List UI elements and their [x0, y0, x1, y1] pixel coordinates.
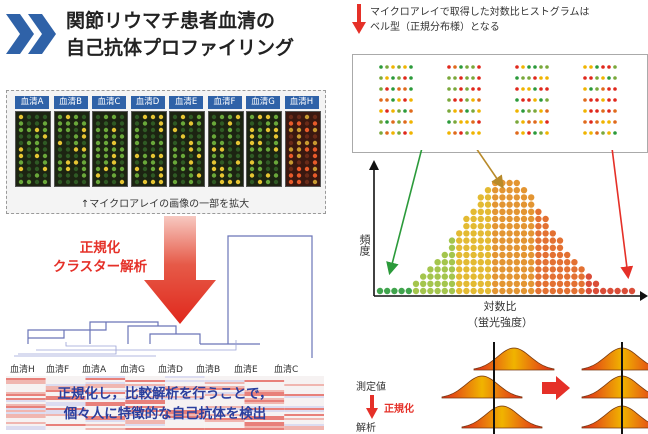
cluster-label: 血清H — [10, 365, 35, 375]
serum-tab: 血清G — [246, 96, 280, 109]
microarray-tile — [284, 111, 321, 187]
microarray-tile — [15, 111, 51, 187]
cluster-label: 血清A — [82, 365, 107, 375]
process-normalize: 正規化 — [79, 240, 121, 256]
cluster-label: 血清D — [158, 365, 183, 375]
microarray-panel: 血清A 血清B 血清C 血清D 血清E 血清F 血清G 血清H — [6, 90, 326, 214]
conclusion-line1: 正規化し，比較解析を行うことで， — [57, 386, 273, 402]
normalize-arrow-icon — [366, 395, 378, 419]
cluster-label: 血清B — [196, 365, 221, 375]
down-arrow-icon — [144, 216, 216, 324]
serum-tab: 血清A — [15, 96, 49, 109]
histogram-xlabel: 対数比 — [483, 300, 517, 313]
serum-tab: 血清E — [169, 96, 203, 109]
normalize-label: 正規化 — [384, 404, 414, 415]
dendrogram — [14, 235, 313, 358]
microarray-tile — [207, 111, 244, 187]
conclusion-line2: 個々人に特徴的な自己抗体を検出 — [63, 406, 267, 422]
histogram-chart — [369, 150, 648, 301]
microarray-tile — [130, 111, 167, 187]
serum-tab: 血清C — [92, 96, 126, 109]
measured-label: 測定値 — [356, 382, 386, 393]
microarray-tile — [169, 111, 205, 187]
analysis-label: 解析 — [356, 423, 376, 434]
cluster-label: 血清E — [234, 365, 258, 375]
microarray-tile — [246, 111, 282, 187]
process-cluster: クラスター解析 — [52, 259, 148, 275]
cluster-label: 血清C — [274, 365, 299, 375]
histogram-xlabel-unit: （蛍光強度） — [467, 316, 533, 329]
spot-plates — [352, 54, 648, 153]
cluster-label: 血清G — [120, 365, 145, 375]
heatmap — [6, 376, 324, 430]
microarray-tile — [92, 111, 128, 187]
normalization-curves — [441, 342, 648, 434]
histogram-ylabel: 頻度 — [358, 234, 371, 256]
microarray-tile — [53, 111, 90, 187]
cluster-label: 血清F — [46, 365, 70, 375]
serum-tab: 血清H — [284, 96, 319, 109]
histogram-note-line1: マイクロアレイで取得した対数比ヒストグラムは — [370, 7, 590, 18]
histogram-note-line2: ベル型（正規分布様）となる — [370, 22, 500, 33]
page-title-line1: 関節リウマチ患者血清の — [66, 10, 276, 32]
serum-tab: 血清D — [130, 96, 165, 109]
microarray-caption: ↑マイクロアレイの画像の一部を拡大 — [80, 199, 250, 210]
small-down-arrow-icon — [352, 4, 366, 34]
serum-tab: 血清F — [207, 96, 242, 109]
chevron-double-icon — [6, 14, 56, 54]
page-title-line2: 自己抗体プロファイリング — [66, 37, 295, 59]
serum-tab: 血清B — [53, 96, 88, 109]
